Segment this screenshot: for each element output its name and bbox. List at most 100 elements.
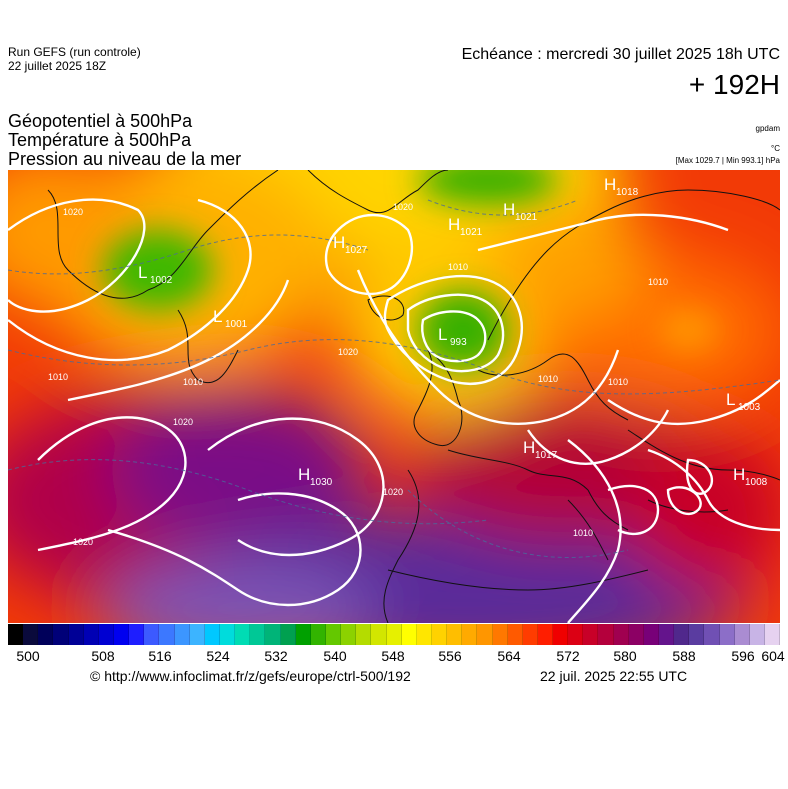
lead-time: + 192H — [688, 69, 780, 100]
pressure-center-high-azores: H 1030 — [298, 465, 333, 488]
pressure-center-high-iceland-west: H 1027 — [333, 233, 368, 256]
pressure-center-symbol: L — [438, 325, 447, 344]
colorbar-swatch — [765, 624, 781, 645]
isobar-label: 1020 — [393, 202, 413, 212]
isobar-labels: 1020 1010 1020 1010 1020 1020 1010 1020 1010 1010… — [48, 202, 668, 547]
pressure-center-low-north-sea: L 993 — [438, 325, 467, 348]
colorbar-tick: 508 — [91, 648, 115, 664]
colorbar-swatch — [447, 624, 463, 645]
colorbar-tick: 540 — [323, 648, 347, 664]
colorbar-swatch — [704, 624, 720, 645]
colorbar-swatch — [659, 624, 675, 645]
colorbar-ticks: 500 508 516 524 532 540 548 556 564 572 580 588 596 6… — [8, 648, 788, 666]
colorbar-tick: 564 — [497, 648, 521, 664]
colorbar-swatch — [83, 624, 99, 645]
colorbar-swatch — [144, 624, 160, 645]
colorbar-swatch — [189, 624, 205, 645]
colorbar-tick: 524 — [206, 648, 230, 664]
colorbar-swatch — [265, 624, 281, 645]
colorbar-swatch — [522, 624, 538, 645]
colorbar-swatch — [719, 624, 735, 645]
coastlines — [47, 170, 780, 623]
title-temperature: Température à 500hPa — [8, 130, 192, 150]
pressure-center-high-central-europe: H 1017 — [523, 438, 558, 461]
colorbar-swatch — [492, 624, 508, 645]
pressure-center-value: 1021 — [515, 212, 538, 223]
colorbar-swatch — [553, 624, 569, 645]
colorbar-swatch — [53, 624, 69, 645]
pressure-center-symbol: L — [138, 263, 147, 282]
isobar-label: 1010 — [448, 262, 468, 272]
colorbar-swatch — [431, 624, 448, 645]
colorbar-swatch — [280, 624, 296, 645]
pressure-center-high-norway-sea: H 1021 — [503, 200, 538, 223]
isobar-label: 1020 — [73, 537, 93, 547]
colorbar-swatch — [598, 624, 614, 645]
pressure-center-value: 1008 — [745, 477, 768, 488]
colorbar-swatch — [341, 624, 357, 645]
colorbar-swatch — [250, 624, 266, 645]
title-pressure: Pression au niveau de la mer — [8, 149, 242, 169]
colorbar-swatch — [204, 624, 220, 645]
colorbar-swatch — [386, 624, 402, 645]
generated-time: 22 juil. 2025 22:55 UTC — [540, 668, 688, 684]
run-line: Run GEFS (run controle) — [8, 45, 141, 59]
colorbar-tick: 532 — [264, 648, 288, 664]
colorbar-swatch — [159, 624, 175, 645]
pressure-center-symbol: H — [503, 200, 515, 219]
colorbar-swatch — [325, 624, 342, 645]
colorbar-swatch — [8, 624, 24, 645]
pressure-center-symbol: H — [523, 438, 535, 457]
isobar-label: 1020 — [173, 417, 193, 427]
pressure-center-high-black-sea: H 1008 — [733, 465, 768, 488]
colorbar-swatch — [613, 624, 629, 645]
pressure-center-symbol: L — [213, 307, 222, 326]
colorbar-swatch — [98, 624, 114, 645]
colorbar-swatch — [643, 624, 660, 645]
colorbar-swatch — [68, 624, 84, 645]
colorbar-swatch — [568, 624, 584, 645]
pressure-center-symbol: H — [333, 233, 345, 252]
colorbar-swatch — [734, 624, 750, 645]
pressure-center-value: 1002 — [150, 275, 173, 286]
colorbar-swatch — [174, 624, 190, 645]
isobar-label: 1010 — [183, 377, 203, 387]
colorbar-swatch — [462, 624, 478, 645]
unit-temperature: °C — [771, 144, 780, 153]
colorbar-swatch — [129, 624, 145, 645]
pressure-center-value: 993 — [450, 337, 467, 348]
isobar-label: 1010 — [573, 528, 593, 538]
title-geopotential: Géopotentiel à 500hPa — [8, 111, 193, 131]
colorbar-swatch — [749, 624, 766, 645]
pressure-center-symbol: H — [448, 215, 460, 234]
colorbar-swatch — [295, 624, 311, 645]
isobar-label: 1010 — [538, 374, 558, 384]
colorbar-swatch — [310, 624, 326, 645]
pressure-center-symbol: H — [604, 175, 616, 194]
pressure-center-symbol: H — [298, 465, 310, 484]
colorbar-swatch — [356, 624, 372, 645]
colorbar-tick: 588 — [672, 648, 696, 664]
isobar-label: 1020 — [63, 207, 83, 217]
pressure-center-high-northeast: H 1018 — [604, 175, 639, 198]
colorbar-swatch — [477, 624, 493, 645]
pressure-center-value: 1001 — [225, 319, 248, 330]
pressure-center-symbol: L — [726, 390, 735, 409]
pressure-center-value: 1021 — [460, 227, 483, 238]
colorbar-swatch — [401, 624, 417, 645]
valid-time: Echéance : mercredi 30 juillet 2025 18h … — [461, 46, 780, 63]
source-url[interactable]: © http://www.infoclimat.fr/z/gefs/europe… — [90, 668, 411, 684]
pressure-center-value: 1027 — [345, 245, 368, 256]
isobar-label: 1010 — [48, 372, 68, 382]
cold-pools — [103, 170, 718, 370]
pressure-center-high-north: H 1021 — [448, 215, 483, 238]
colorbar-swatch — [507, 624, 523, 645]
colorbar-swatch — [371, 624, 387, 645]
pressure-center-value: 1030 — [310, 477, 333, 488]
colorbar-swatch — [628, 624, 644, 645]
colorbar-tick: 500 — [16, 648, 40, 664]
pressure-center-value: 1018 — [616, 187, 639, 198]
colorbar-swatch — [235, 624, 251, 645]
